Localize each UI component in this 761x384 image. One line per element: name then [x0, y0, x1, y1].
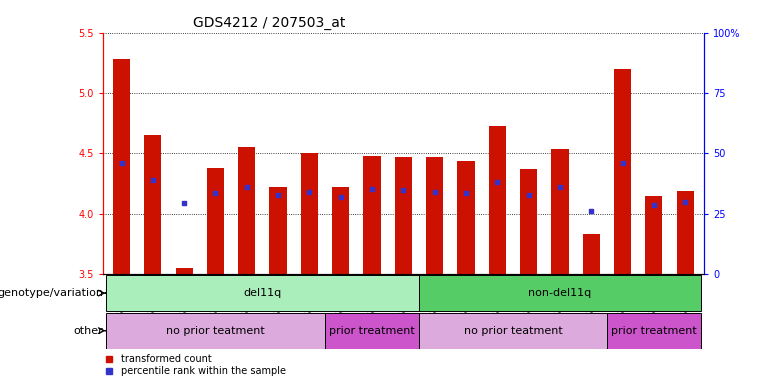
Text: prior treatment: prior treatment [611, 326, 697, 336]
Bar [106, 275, 419, 311]
Text: percentile rank within the sample: percentile rank within the sample [121, 366, 286, 376]
Bar [269, 187, 287, 274]
Text: del11q: del11q [244, 288, 282, 298]
Text: genotype/variation: genotype/variation [0, 288, 103, 298]
Text: transformed count: transformed count [121, 354, 212, 364]
Bar [426, 157, 443, 274]
Point [523, 192, 535, 198]
Text: prior treatment: prior treatment [330, 326, 415, 336]
Point [585, 209, 597, 215]
Bar [614, 69, 631, 274]
Bar [419, 275, 701, 311]
Bar [645, 196, 662, 274]
Bar [106, 313, 325, 349]
Point [240, 184, 253, 190]
Point [304, 189, 316, 195]
Point [554, 184, 566, 190]
Bar [176, 268, 193, 274]
Bar [395, 157, 412, 274]
Bar [607, 313, 701, 349]
Bar [583, 234, 600, 274]
Text: no prior teatment: no prior teatment [166, 326, 265, 336]
Text: GDS4212 / 207503_at: GDS4212 / 207503_at [193, 16, 345, 30]
Point [648, 202, 660, 209]
Point [679, 199, 691, 205]
Bar [113, 59, 130, 274]
Point [209, 190, 221, 196]
Bar [419, 313, 607, 349]
Point [116, 160, 128, 166]
Point [397, 187, 409, 193]
Point [272, 192, 284, 198]
Point [366, 185, 378, 192]
Point [428, 189, 441, 195]
Text: non-del11q: non-del11q [528, 288, 591, 298]
Bar [238, 147, 256, 274]
Bar [207, 168, 224, 274]
Bar [551, 149, 568, 274]
Point [460, 190, 472, 196]
Bar [332, 187, 349, 274]
Point [491, 179, 503, 185]
Bar [520, 169, 537, 274]
Point [335, 194, 347, 200]
Text: no prior teatment: no prior teatment [463, 326, 562, 336]
Bar [457, 161, 475, 274]
Point [147, 177, 159, 183]
Bar [364, 156, 380, 274]
Bar [489, 126, 506, 274]
Bar [325, 313, 419, 349]
Bar [145, 135, 161, 274]
Point [616, 160, 629, 166]
Bar [301, 154, 318, 274]
Bar [677, 191, 694, 274]
Text: other: other [74, 326, 103, 336]
Point [178, 200, 190, 206]
